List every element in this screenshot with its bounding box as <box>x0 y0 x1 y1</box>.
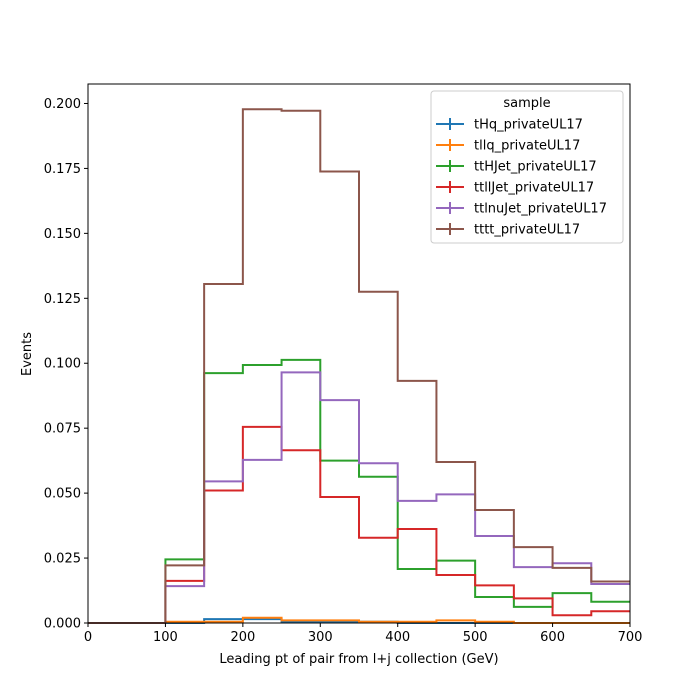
y-tick-label: 0.025 <box>44 552 81 567</box>
legend-label: ttHJet_privateUL17 <box>474 160 597 175</box>
x-tick-label: 100 <box>153 630 178 645</box>
series-layer <box>88 108 630 624</box>
x-axis-label: Leading pt of pair from l+j collection (… <box>219 652 498 667</box>
y-tick-label: 0.000 <box>44 617 81 632</box>
legend-box <box>430 90 624 244</box>
y-tick-label: 0.175 <box>44 162 81 177</box>
x-axis: 0 100 200 300 400 500 600 700 <box>84 623 643 645</box>
legend-entries: tHq_privateUL17 tllq_privateUL17 ttHJet_pr… <box>436 118 607 238</box>
x-tick-label: 500 <box>463 630 488 645</box>
series-line-tllq-privateul17 <box>88 616 630 624</box>
y-tick-label: 0.200 <box>44 97 81 112</box>
y-tick-label: 0.150 <box>44 227 81 242</box>
legend-entry-tthjet-privateul17: ttHJet_privateUL17 <box>436 160 597 175</box>
x-tick-label: 200 <box>230 630 255 645</box>
x-tick-label: 700 <box>618 630 643 645</box>
legend-label: tllq_privateUL17 <box>474 139 580 154</box>
x-tick-label: 400 <box>385 630 410 645</box>
legend-entry-thq-privateul17: tHq_privateUL17 <box>436 118 583 133</box>
legend-entry-ttlljet-privateul17: ttllJet_privateUL17 <box>436 181 594 196</box>
legend-label: tttt_privateUL17 <box>474 223 580 238</box>
legend-entry-tllq-privateul17: tllq_privateUL17 <box>436 139 580 154</box>
y-tick-label: 0.050 <box>44 487 81 502</box>
legend-title: sample <box>503 96 550 111</box>
y-axis-label: Events <box>20 332 35 376</box>
x-tick-label: 600 <box>540 630 565 645</box>
y-tick-label: 0.100 <box>44 357 81 372</box>
legend-entry-ttlnujet-privateul17: ttlnuJet_privateUL17 <box>436 202 607 217</box>
axes-frame <box>87 83 631 624</box>
legend-label: ttlnuJet_privateUL17 <box>474 202 607 217</box>
x-tick-label: 0 <box>84 630 92 645</box>
legend-label: ttllJet_privateUL17 <box>474 181 594 196</box>
x-tick-label: 300 <box>308 630 333 645</box>
y-tick-label: 0.125 <box>44 292 81 307</box>
y-axis: 0.000 0.025 0.050 0.075 0.100 0.125 0.150 0.175… <box>44 97 88 632</box>
series-line-tttt-privateul17 <box>88 108 630 624</box>
legend: sample tHq_privateUL17 tllq_privateUL17tt… <box>430 90 624 244</box>
y-tick-label: 0.075 <box>44 422 81 437</box>
legend-entry-tttt-privateul17: tttt_privateUL17 <box>436 223 580 238</box>
legend-label: tHq_privateUL17 <box>474 118 583 133</box>
